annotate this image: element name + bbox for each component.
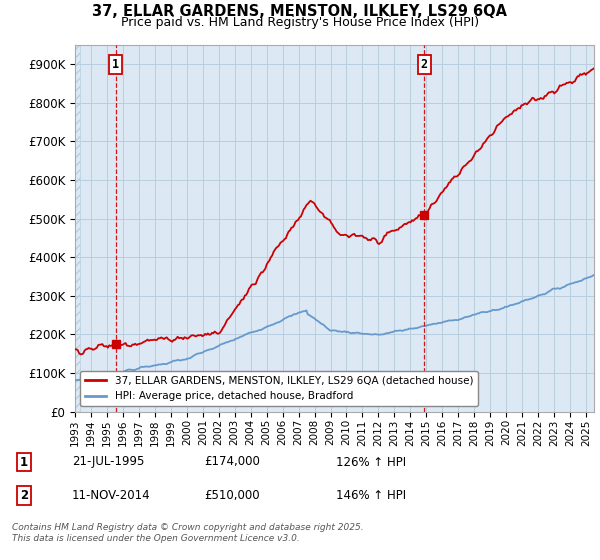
Text: 11-NOV-2014: 11-NOV-2014 xyxy=(72,489,151,502)
Text: 1: 1 xyxy=(20,455,28,469)
Text: 2: 2 xyxy=(421,58,428,71)
Text: Price paid vs. HM Land Registry's House Price Index (HPI): Price paid vs. HM Land Registry's House … xyxy=(121,16,479,29)
Text: 126% ↑ HPI: 126% ↑ HPI xyxy=(336,455,406,469)
Bar xyxy=(75,45,80,412)
Legend: 37, ELLAR GARDENS, MENSTON, ILKLEY, LS29 6QA (detached house), HPI: Average pric: 37, ELLAR GARDENS, MENSTON, ILKLEY, LS29… xyxy=(80,371,478,407)
Text: 37, ELLAR GARDENS, MENSTON, ILKLEY, LS29 6QA: 37, ELLAR GARDENS, MENSTON, ILKLEY, LS29… xyxy=(92,4,508,19)
Text: Contains HM Land Registry data © Crown copyright and database right 2025.
This d: Contains HM Land Registry data © Crown c… xyxy=(12,524,364,543)
Text: £510,000: £510,000 xyxy=(204,489,260,502)
Text: £174,000: £174,000 xyxy=(204,455,260,469)
Text: 146% ↑ HPI: 146% ↑ HPI xyxy=(336,489,406,502)
Text: 2: 2 xyxy=(20,489,28,502)
Text: 21-JUL-1995: 21-JUL-1995 xyxy=(72,455,145,469)
Text: 1: 1 xyxy=(112,58,119,71)
